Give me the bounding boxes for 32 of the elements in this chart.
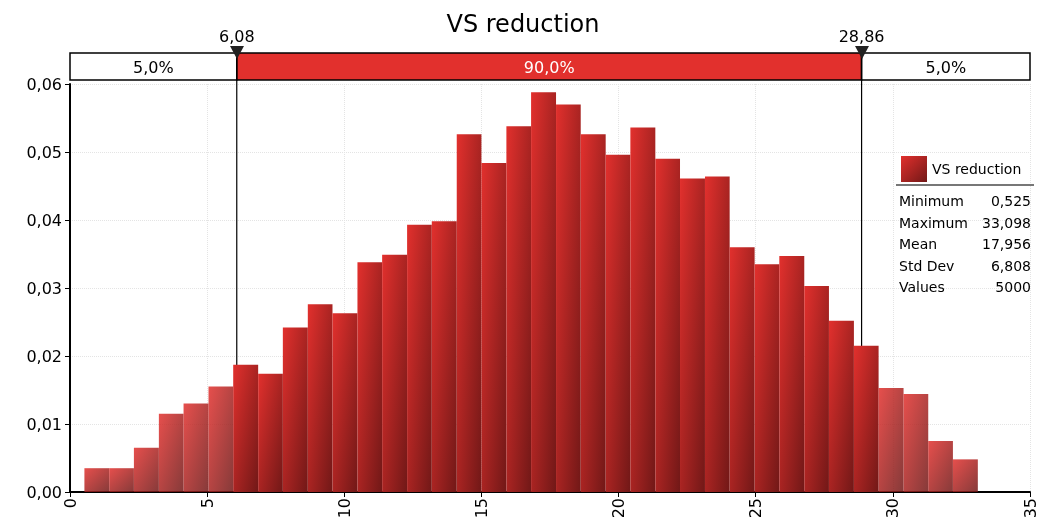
annotation: 5000 xyxy=(995,279,1031,295)
chart-title: VS reduction xyxy=(446,10,600,38)
y-tick-label: 0,05 xyxy=(26,142,62,162)
annotation: 0,525 xyxy=(990,193,1031,209)
annotation: Std Dev xyxy=(899,257,955,274)
x-tick-label: 15 xyxy=(471,498,491,519)
text: 5,0% xyxy=(925,57,967,77)
annotation: 33,098 xyxy=(982,214,1031,231)
y-tick-label: 0,00 xyxy=(26,482,62,502)
y-tick-label: 0,03 xyxy=(26,278,62,298)
y-tick-label: 0,04 xyxy=(26,210,62,230)
annotation: Mean xyxy=(899,236,938,252)
annotation: Values xyxy=(899,279,945,295)
x-tick-label: 5 xyxy=(197,498,217,509)
ref-line-label: 6,08 xyxy=(218,26,255,46)
annotation: Maximum xyxy=(899,214,968,231)
y-tick-label: 0,06 xyxy=(26,74,62,94)
annotation: 17,956 xyxy=(982,236,1032,252)
annotation: 6,808 xyxy=(990,257,1031,274)
x-tick-label: 10 xyxy=(334,498,354,519)
x-tick-label: 20 xyxy=(609,498,629,519)
text: 5,0% xyxy=(133,57,174,77)
legend-label: VS reduction xyxy=(932,161,1022,177)
x-tick-label: 0 xyxy=(60,498,80,509)
x-tick-label: 25 xyxy=(746,498,766,519)
ref-line-label: 28,86 xyxy=(838,26,885,46)
x-tick-label: 30 xyxy=(883,498,903,519)
y-tick-label: 0,01 xyxy=(26,414,62,434)
annotation: Minimum xyxy=(899,193,964,209)
x-tick-label: 35 xyxy=(1020,498,1040,519)
y-tick-label: 0,02 xyxy=(26,346,62,366)
text: 90,0% xyxy=(523,57,575,77)
